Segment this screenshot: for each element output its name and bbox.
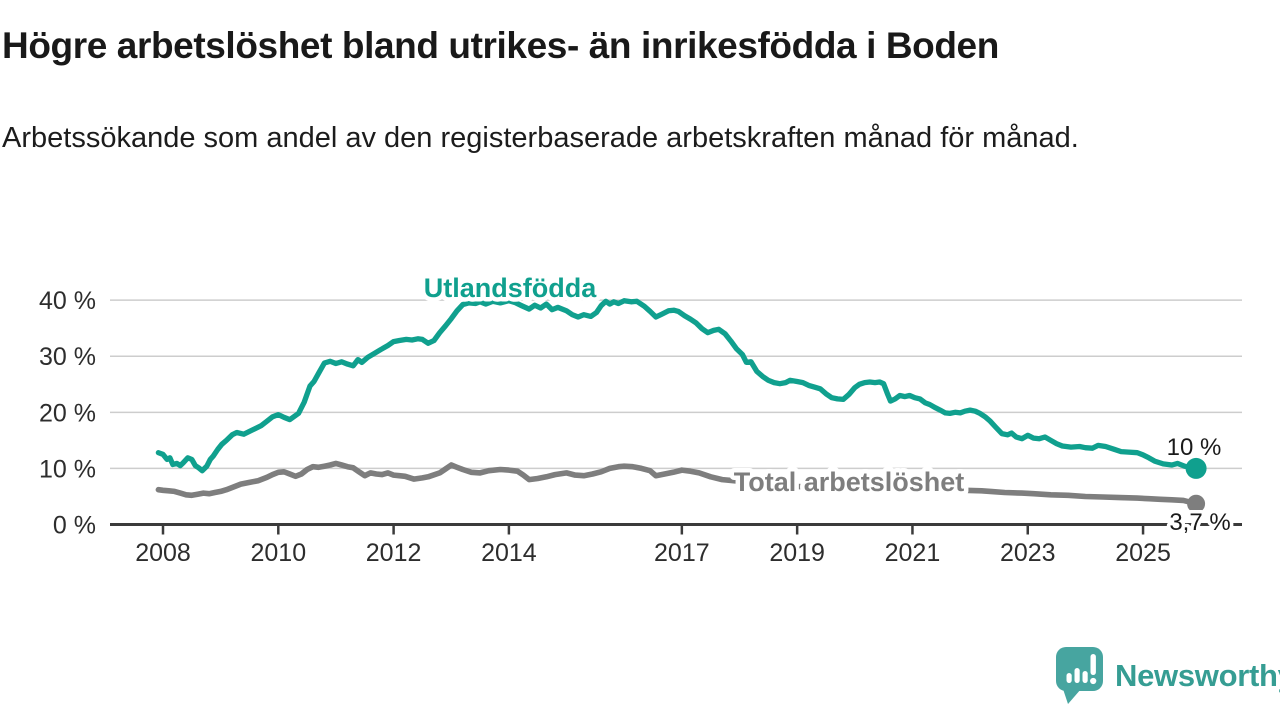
logo-bubble-tail xyxy=(1063,689,1081,704)
y-tick-label-40: 40 % xyxy=(39,287,96,315)
x-tick-label-2019: 2019 xyxy=(769,539,825,567)
gridlines xyxy=(110,299,1242,470)
x-tick-label-2017: 2017 xyxy=(654,539,710,567)
logo-bubble xyxy=(1056,647,1103,691)
x-axis: 2008 2010 2012 2014 2017 2019 2021 2023 2025 xyxy=(110,523,1242,567)
series-line-total-arbetsloshet xyxy=(155,460,1199,507)
series-end-dot-utlandsfodda xyxy=(1185,457,1207,479)
x-tick-label-2023: 2023 xyxy=(1000,539,1056,567)
newsworthy-logo-icon xyxy=(1056,647,1103,704)
x-tick-label-2010: 2010 xyxy=(250,539,306,567)
y-tick-label-10: 10 % xyxy=(39,455,96,483)
newsworthy-logo: Newsworthy xyxy=(1054,644,1280,708)
y-axis-tick-labels: 0 % 10 % 20 % 30 % 40 % xyxy=(39,287,96,539)
series-lines xyxy=(155,298,1199,507)
logo-bar-3 xyxy=(1082,671,1088,683)
newsworthy-logo-text: Newsworthy xyxy=(1115,658,1280,693)
y-tick-label-30: 30 % xyxy=(39,343,96,371)
page-title: Högre arbetslöshet bland utrikes- än inr… xyxy=(2,25,999,66)
logo-exclamation-dot xyxy=(1090,677,1097,685)
x-tick-label-2012: 2012 xyxy=(366,539,422,567)
x-tick-label-2025: 2025 xyxy=(1115,539,1171,567)
logo-bar-1 xyxy=(1066,673,1072,683)
page-subtitle: Arbetssökande som andel av den registerb… xyxy=(2,122,1079,154)
x-tick-label-2014: 2014 xyxy=(481,539,537,567)
value-label-total-arbetsloshet: 3,7 % xyxy=(1169,509,1230,536)
y-tick-label-0: 0 % xyxy=(53,512,96,540)
series-end-dot-total-arbetsloshet xyxy=(1187,494,1206,513)
series-end-dots xyxy=(1185,457,1207,513)
series-label-utlandsfodda: Utlandsfödda xyxy=(424,273,597,303)
logo-bar-2 xyxy=(1074,668,1080,683)
value-label-utlandsfodda: 10 % xyxy=(1167,434,1222,461)
series-label-total-arbetsloshet: Total arbetslöshet xyxy=(734,467,965,497)
x-tick-label-2008: 2008 xyxy=(135,539,191,567)
logo-exclamation-bar xyxy=(1090,654,1096,675)
series-line-utlandsfodda xyxy=(155,298,1199,474)
y-tick-label-20: 20 % xyxy=(39,399,96,427)
x-tick-label-2021: 2021 xyxy=(885,539,941,567)
